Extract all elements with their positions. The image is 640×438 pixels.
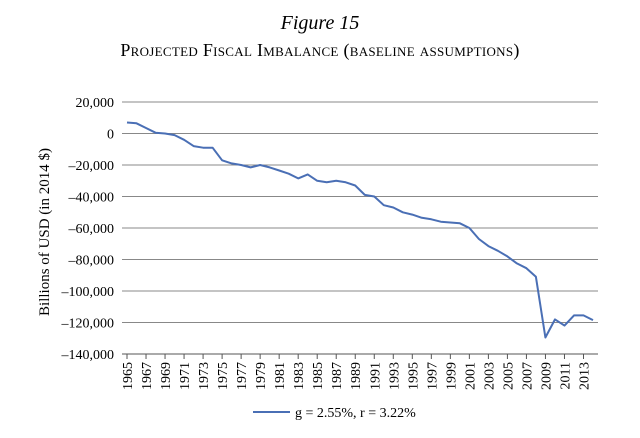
y-tick-label: –100,000	[61, 285, 115, 300]
x-tick-label: 1987	[330, 362, 345, 390]
x-tick-label: 1971	[178, 362, 193, 390]
x-tick-label: 1969	[159, 362, 174, 390]
x-tick-label: 2013	[577, 362, 592, 390]
x-tick-label: 1981	[273, 362, 288, 390]
x-tick-label: 2007	[520, 362, 535, 390]
y-tick-label: –40,000	[68, 191, 115, 206]
y-axis-label: Billions of USD (in 2014 $)	[37, 148, 53, 316]
y-tick-label: –60,000	[68, 222, 115, 237]
y-axis-ticks: 20,000 0 –20,000 –40,000 –60,000 –80,000 –100,…	[61, 96, 115, 363]
x-tick-label: 1975	[216, 362, 231, 390]
y-tick-label: 0	[107, 128, 114, 143]
x-tick-label: 1965	[121, 362, 136, 390]
x-tick-label: 2005	[501, 362, 516, 390]
x-tick-label: 2011	[558, 362, 573, 389]
y-tick-label: –120,000	[61, 317, 115, 332]
gridlines	[122, 101, 598, 355]
x-tick-label: 1977	[235, 362, 250, 390]
y-tick-label: –140,000	[61, 348, 115, 363]
x-tick-label: 2009	[539, 362, 554, 390]
chart-title: Projected Fiscal Imbalance (baseline ass…	[120, 40, 520, 60]
x-axis: 1965 1967 1969 1971 1973 1975 1977 1979 1981 1983…	[121, 353, 598, 390]
x-tick-label: 1993	[387, 362, 402, 390]
figure-label: Figure 15	[280, 12, 360, 34]
x-tick-label: 1967	[140, 362, 155, 390]
x-tick-label: 2001	[463, 362, 478, 390]
y-tick-label: 20,000	[76, 96, 115, 111]
x-tick-label: 1999	[444, 362, 459, 390]
series-lines	[126, 121, 594, 339]
x-tick-label: 2003	[482, 362, 497, 390]
y-tick-label: –80,000	[68, 254, 115, 269]
x-tick-label: 1997	[425, 362, 440, 390]
x-tick-label: 1973	[197, 362, 212, 390]
x-tick-label: 1991	[368, 362, 383, 390]
legend-label: g = 2.55%, r = 3.22%	[295, 406, 416, 421]
legend: g = 2.55%, r = 3.22%	[253, 406, 416, 421]
x-tick-label: 1995	[406, 362, 421, 390]
x-tick-label: 1985	[311, 362, 326, 390]
x-tick-label: 1983	[292, 362, 307, 390]
x-tick-label: 1989	[349, 362, 364, 390]
x-tick-label: 1979	[254, 362, 269, 390]
y-tick-label: –20,000	[68, 159, 115, 174]
series-line	[126, 121, 594, 339]
